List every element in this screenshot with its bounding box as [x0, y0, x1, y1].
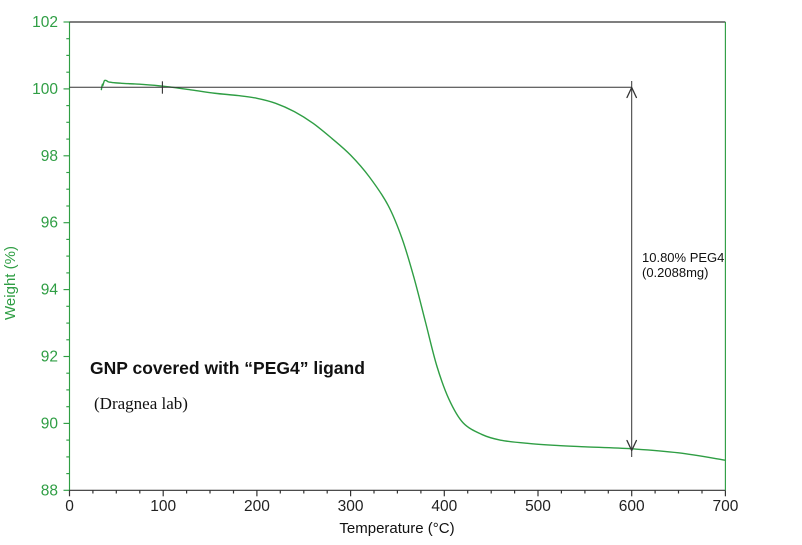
svg-text:0: 0: [65, 498, 74, 515]
svg-text:Weight (%): Weight (%): [2, 246, 19, 320]
svg-text:88: 88: [41, 482, 58, 499]
svg-text:100: 100: [32, 81, 58, 98]
svg-text:400: 400: [431, 498, 457, 515]
svg-text:(0.2088mg): (0.2088mg): [642, 265, 708, 280]
svg-text:700: 700: [712, 498, 738, 515]
svg-text:96: 96: [41, 215, 58, 232]
svg-text:500: 500: [525, 498, 551, 515]
svg-text:100: 100: [150, 498, 176, 515]
svg-text:200: 200: [244, 498, 270, 515]
svg-text:300: 300: [338, 498, 364, 515]
svg-text:102: 102: [32, 14, 58, 31]
svg-text:10.80% PEG4: 10.80% PEG4: [642, 250, 724, 265]
svg-text:600: 600: [619, 498, 645, 515]
svg-text:92: 92: [41, 349, 58, 366]
svg-text:(Dragnea lab): (Dragnea lab): [94, 394, 188, 413]
svg-text:98: 98: [41, 148, 58, 165]
svg-text:90: 90: [41, 415, 59, 432]
svg-text:Temperature (°C): Temperature (°C): [339, 520, 454, 537]
svg-text:GNP covered with “PEG4” ligand: GNP covered with “PEG4” ligand: [90, 358, 365, 378]
svg-text:94: 94: [41, 282, 59, 299]
